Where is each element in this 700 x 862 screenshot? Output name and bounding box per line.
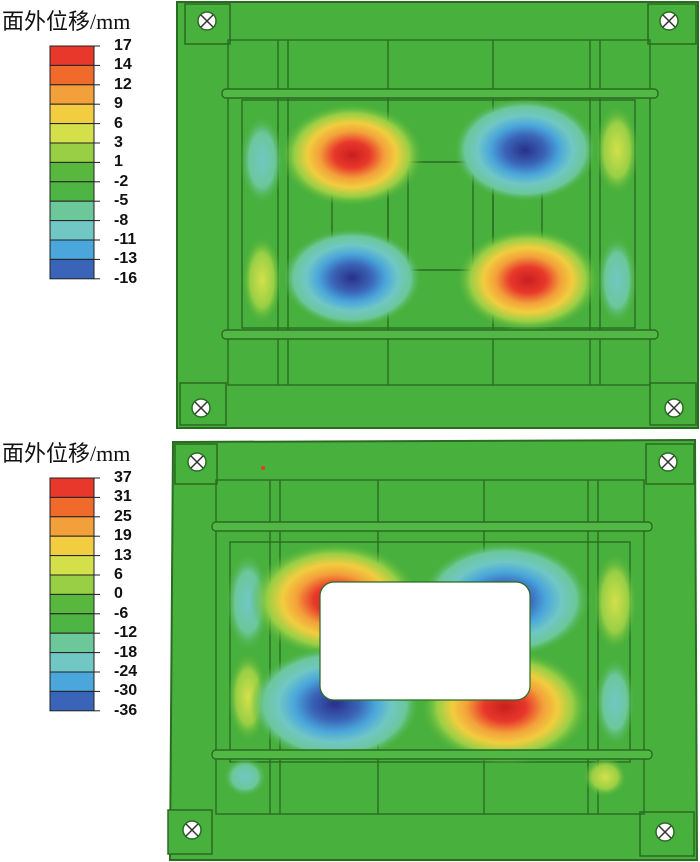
legend-level-label: 12 xyxy=(114,75,132,93)
legend-swatch xyxy=(49,258,95,280)
legend-level-label: 17 xyxy=(114,37,132,54)
corner-bolt-holes xyxy=(179,3,697,426)
corner-bolt-holes xyxy=(167,443,695,857)
legend-level-label: -16 xyxy=(114,269,138,287)
legend-level-label: -30 xyxy=(114,682,138,700)
plate-outline xyxy=(176,1,699,429)
horizontal-ribs xyxy=(211,521,653,760)
legend-level-label: 19 xyxy=(114,527,132,545)
legend-level-label: 25 xyxy=(114,507,132,525)
legend-level-label: -6 xyxy=(114,604,129,622)
legend-swatch xyxy=(49,690,95,712)
displacement-contour-plot-top xyxy=(176,1,699,429)
legend-color-bar xyxy=(49,45,100,280)
horizontal-ribs xyxy=(221,88,659,340)
legend-level-label: -18 xyxy=(114,643,138,661)
legend-level-label: -13 xyxy=(114,250,138,268)
displacement-contour-plot-bottom xyxy=(167,438,699,861)
legend-level-label: -8 xyxy=(114,211,129,229)
legend-level-label: 0 xyxy=(114,585,123,603)
legend-level-label: -12 xyxy=(114,624,138,642)
legend-level-label: 6 xyxy=(114,114,123,132)
displacement-contours-top xyxy=(240,98,639,332)
legend-level-label: -24 xyxy=(114,663,138,680)
legend-level-label: -2 xyxy=(114,172,129,190)
contour-figure-bottom: 面外位移/mm 37 31 25 19 13 6 0 -6 -12 -18 -24 -30 -36 xyxy=(0,432,700,862)
legend-level-label: 14 xyxy=(114,56,132,74)
legend-level-label: 6 xyxy=(114,566,123,583)
legend-title-bottom: 面外位移/mm xyxy=(2,441,131,466)
legend-level-label: -36 xyxy=(114,701,138,719)
legend-color-bar xyxy=(49,477,100,712)
legend-level-label: 13 xyxy=(114,546,132,564)
legend-level-label: 37 xyxy=(114,469,132,486)
legend-level-label: -11 xyxy=(114,231,137,248)
legend-level-label: 31 xyxy=(114,488,132,506)
legend-level-label: 9 xyxy=(114,95,123,113)
contour-figure-top: 面外位移/mm 17 14 12 9 6 3 1 -2 -5 -8 -11 -13 -16 xyxy=(0,0,700,430)
legend-level-label: 3 xyxy=(114,134,123,151)
legend-level-label: -5 xyxy=(114,192,129,210)
legend-level-label: 1 xyxy=(114,153,123,171)
legend-title-top: 面外位移/mm xyxy=(2,9,131,34)
central-opening xyxy=(319,581,531,701)
